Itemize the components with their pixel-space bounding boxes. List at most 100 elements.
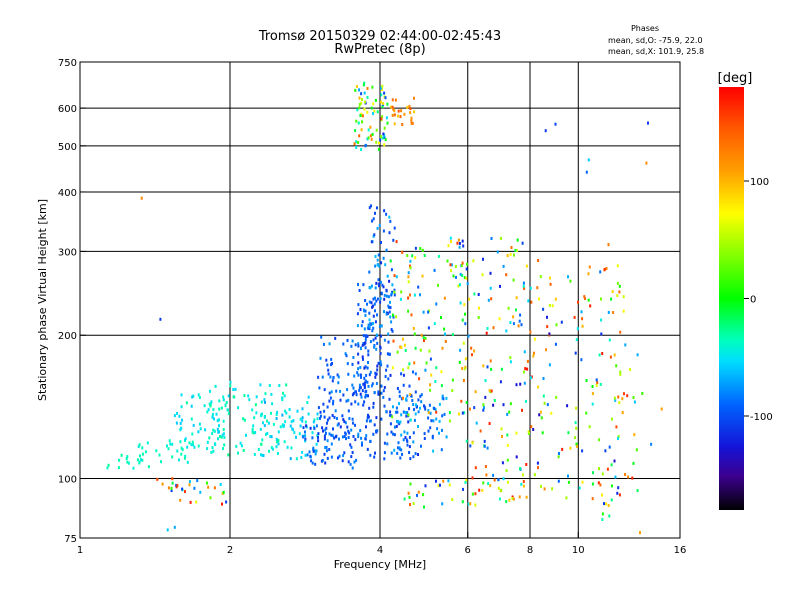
data-point — [402, 373, 405, 377]
data-point — [117, 466, 120, 470]
data-point — [206, 481, 208, 485]
data-point — [218, 418, 220, 422]
data-point — [396, 451, 399, 455]
data-point — [502, 264, 505, 268]
data-point — [408, 451, 411, 454]
data-point — [374, 286, 377, 290]
data-point — [319, 356, 322, 360]
data-point — [617, 486, 620, 490]
data-point — [212, 449, 215, 453]
data-point — [371, 219, 374, 223]
data-point — [193, 486, 196, 490]
data-point — [213, 429, 216, 433]
data-point — [537, 385, 540, 389]
data-point — [175, 421, 178, 425]
data-point — [587, 298, 590, 302]
data-point — [617, 437, 619, 441]
data-point — [567, 431, 570, 435]
data-point — [304, 453, 307, 457]
data-point — [578, 486, 581, 490]
data-point — [499, 284, 501, 288]
data-point — [368, 325, 371, 329]
data-point — [464, 357, 467, 361]
data-point — [229, 380, 232, 384]
data-point — [399, 456, 402, 460]
data-point — [319, 410, 322, 414]
data-point — [502, 477, 505, 481]
data-point — [380, 86, 383, 90]
data-point — [388, 279, 391, 283]
data-point — [367, 413, 369, 417]
data-point — [356, 371, 359, 375]
data-point — [359, 308, 362, 311]
data-point — [361, 114, 364, 118]
data-point — [336, 423, 339, 427]
data-point — [210, 451, 213, 454]
data-point — [368, 406, 371, 410]
data-point — [336, 373, 339, 377]
data-point — [390, 105, 393, 109]
data-point — [290, 420, 293, 424]
data-point — [412, 431, 415, 435]
data-point — [450, 269, 453, 273]
data-point — [126, 460, 129, 464]
data-point — [400, 290, 403, 294]
data-point — [525, 264, 528, 268]
data-point — [363, 400, 366, 404]
data-point — [376, 341, 379, 345]
data-point — [409, 111, 412, 115]
data-point — [435, 410, 438, 414]
data-point — [335, 389, 338, 393]
data-point — [483, 406, 485, 410]
data-point — [440, 448, 443, 452]
data-point — [573, 315, 576, 319]
data-point — [600, 318, 603, 322]
data-point — [407, 366, 410, 370]
data-point — [342, 393, 345, 397]
data-point — [350, 455, 353, 459]
data-point — [222, 428, 225, 431]
data-point — [478, 306, 480, 310]
data-point — [482, 364, 485, 368]
data-point — [356, 108, 359, 112]
data-point — [537, 466, 539, 470]
data-point — [417, 285, 420, 289]
data-point — [612, 311, 615, 314]
data-point — [227, 412, 230, 416]
data-point — [567, 480, 570, 484]
data-point — [364, 100, 366, 104]
data-point — [592, 471, 594, 475]
data-point — [414, 390, 417, 394]
data-point — [386, 364, 389, 368]
data-point — [434, 408, 437, 412]
data-point — [529, 376, 532, 380]
data-point — [353, 374, 356, 378]
data-point — [263, 424, 266, 428]
data-point — [279, 425, 282, 429]
data-point — [359, 114, 362, 117]
data-point — [393, 448, 396, 452]
data-point — [364, 365, 367, 369]
data-point — [370, 106, 373, 110]
data-point — [434, 380, 437, 383]
data-point — [408, 104, 411, 108]
data-point — [377, 361, 380, 365]
data-point — [357, 361, 360, 365]
data-point — [218, 424, 220, 428]
data-point — [360, 128, 363, 132]
data-point — [312, 446, 315, 450]
data-point — [357, 121, 360, 125]
data-point — [265, 432, 267, 436]
data-point — [505, 500, 508, 504]
data-point — [264, 392, 267, 396]
data-point — [213, 417, 215, 421]
data-point — [489, 286, 492, 290]
data-point — [385, 248, 388, 252]
data-point — [364, 338, 367, 342]
data-point — [618, 493, 621, 497]
data-point — [385, 368, 388, 372]
data-point — [189, 480, 191, 484]
data-point — [222, 398, 225, 402]
data-point — [347, 372, 350, 376]
data-point — [632, 396, 635, 399]
